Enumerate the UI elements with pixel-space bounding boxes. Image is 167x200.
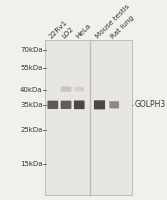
Text: LO2: LO2 (61, 25, 75, 40)
FancyBboxPatch shape (74, 100, 85, 109)
Text: Rat lung: Rat lung (110, 14, 135, 40)
Text: 25kDa: 25kDa (20, 127, 43, 133)
FancyBboxPatch shape (75, 87, 84, 91)
FancyBboxPatch shape (94, 100, 105, 109)
Bar (45, 40, 132, 195)
Text: 55kDa: 55kDa (20, 65, 43, 71)
Text: Mouse testis: Mouse testis (95, 3, 131, 40)
FancyBboxPatch shape (47, 101, 58, 109)
Text: 22Rv1: 22Rv1 (48, 19, 68, 40)
Text: 40kDa: 40kDa (20, 87, 43, 93)
FancyBboxPatch shape (61, 101, 71, 109)
Text: 15kDa: 15kDa (20, 161, 43, 167)
Text: HeLa: HeLa (74, 22, 92, 40)
Text: GOLPH3: GOLPH3 (134, 100, 165, 109)
FancyBboxPatch shape (61, 86, 71, 92)
FancyBboxPatch shape (109, 101, 119, 108)
Text: 35kDa: 35kDa (20, 102, 43, 108)
Text: 70kDa: 70kDa (20, 47, 43, 53)
